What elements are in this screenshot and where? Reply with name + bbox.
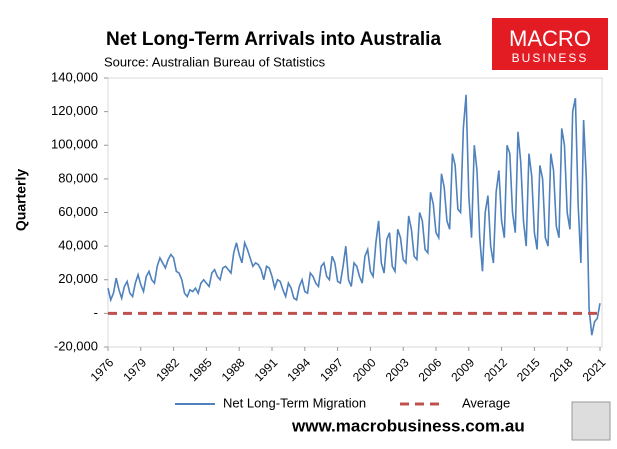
y-tick-label: 20,000	[58, 271, 98, 286]
logo-box	[492, 18, 608, 70]
y-tick-label: 140,000	[51, 69, 98, 84]
x-tick-label: 1976	[88, 355, 117, 384]
x-tick-label: 2003	[383, 355, 412, 384]
legend-label: Average	[462, 395, 510, 410]
y-tick-label: 60,000	[58, 204, 98, 219]
logo-icon	[571, 401, 611, 441]
y-tick-label: -	[94, 305, 98, 320]
x-tick-label: 1979	[120, 355, 149, 384]
x-tick-label: 2000	[350, 355, 379, 384]
x-tick-label: 2018	[547, 355, 576, 384]
x-tick-label: 1991	[252, 355, 281, 384]
x-tick-label: 2021	[580, 355, 609, 384]
logo-bottom: BUSINESS	[512, 51, 589, 65]
logo-top: MACRO	[509, 26, 591, 51]
x-tick-label: 2015	[514, 355, 543, 384]
series-line	[107, 94, 601, 336]
y-tick-label: 100,000	[51, 137, 98, 152]
x-tick-label: 1994	[284, 355, 313, 384]
x-tick-label: 2009	[448, 355, 477, 384]
x-tick-label: 1985	[186, 355, 215, 384]
y-tick-label: 40,000	[58, 238, 98, 253]
x-tick-label: 2006	[416, 355, 445, 384]
chart-subtitle: Source: Australian Bureau of Statistics	[104, 54, 326, 69]
y-tick-label: -20,000	[54, 338, 98, 353]
footer: www.macrobusiness.com.au	[291, 416, 525, 435]
x-tick-label: 1997	[317, 355, 346, 384]
y-tick-label: 80,000	[58, 170, 98, 185]
y-tick-label: 120,000	[51, 103, 98, 118]
x-tick-label: 1982	[153, 355, 182, 384]
x-tick-label: 2012	[481, 355, 510, 384]
x-tick-label: 1988	[219, 355, 248, 384]
y-axis-label: Quarterly	[13, 169, 29, 231]
chart-title: Net Long-Term Arrivals into Australia	[106, 29, 441, 50]
legend-label: Net Long-Term Migration	[223, 395, 366, 410]
